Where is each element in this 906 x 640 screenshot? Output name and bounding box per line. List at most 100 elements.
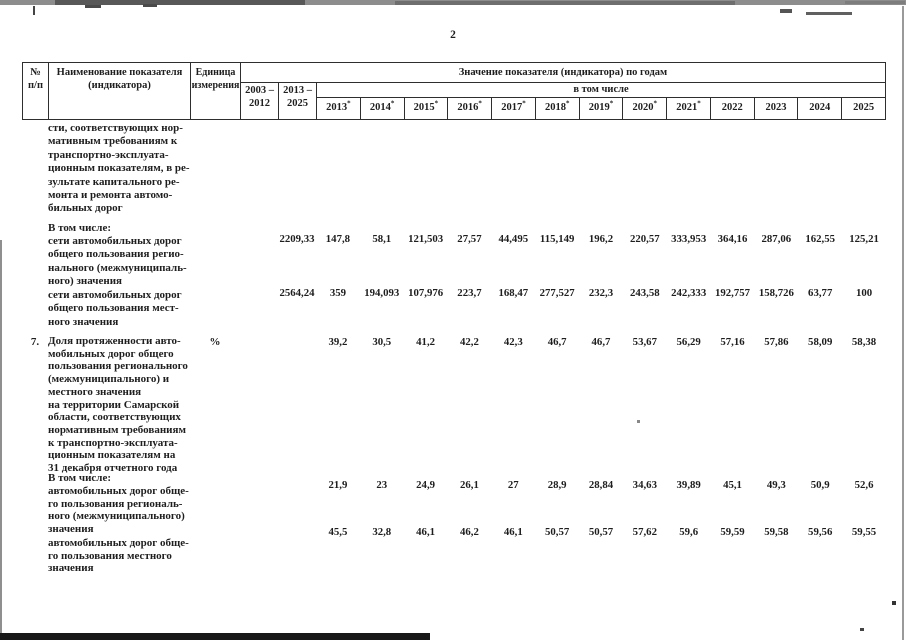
table-row-values: 21,9 23 24,9 26,1 27 28,9 28,84 34,63 39,89 45,1 4… <box>240 479 886 492</box>
scan-artifact-speck <box>892 601 896 605</box>
value-cell-2014: 58,1 <box>372 233 392 245</box>
page-number: 2 <box>450 29 456 41</box>
table-row-values: 2209,33 147,8 58,1 121,503 27,57 44,495 115,14… <box>240 233 886 246</box>
value-cell-2017: 46,1 <box>503 526 523 538</box>
value-cell-2020: 57,62 <box>632 526 657 538</box>
scan-artifact-speck <box>860 628 864 631</box>
scan-artifact-speck <box>637 420 640 423</box>
value-cell-2015: 107,976 <box>408 287 444 299</box>
value-cell-2024: 162,55 <box>805 233 836 245</box>
cell-2013-2025-total <box>278 479 316 492</box>
year-footnote-star: * <box>609 99 614 108</box>
value-cell-2022: 364,16 <box>717 233 748 245</box>
value-cell-2020: 220,57 <box>629 233 660 245</box>
value-cell-2019: 50,57 <box>588 526 614 538</box>
header-col-unit: Единица измерения <box>191 63 241 119</box>
scan-artifact-top-segment <box>395 1 735 5</box>
year-label: 2025 <box>853 102 875 113</box>
scan-artifact-tick <box>806 12 852 15</box>
indicator-name: Доля протяженности авто- мобильных дорог… <box>48 335 188 475</box>
header-year-2015: 2015* <box>405 98 449 119</box>
unit-value: % <box>209 336 221 348</box>
header-year-2021: 2021* <box>667 98 711 119</box>
cell-2013-2025-total: 2564,24 <box>279 287 315 299</box>
scan-artifact-tick <box>143 4 157 7</box>
value-cell-2017: 44,495 <box>498 233 529 245</box>
value-cell-2024: 50,9 <box>810 479 830 491</box>
value-cell-2016: 26,1 <box>460 479 479 491</box>
cell-2013-2025-total <box>278 336 316 349</box>
value-cell-2015: 24,9 <box>416 479 436 491</box>
header-year-2022: 2022 <box>711 98 755 119</box>
table-header: № п/п Наименование показателя (индикатор… <box>22 62 886 120</box>
year-label: 2015 <box>413 102 435 113</box>
year-footnote-star: * <box>390 99 395 108</box>
year-label: 2014 <box>369 102 391 113</box>
header-years-row: 2013* 2014* 2015* 2016* 2017* 2018* 2019* 2020*… <box>317 98 885 119</box>
year-label: 2017 <box>501 102 523 113</box>
value-cell-2024: 59,56 <box>808 526 833 538</box>
value-cell-2025: 100 <box>855 287 873 299</box>
including-label: В том числе: <box>48 472 112 484</box>
year-footnote-star: * <box>347 99 351 108</box>
header-year-2017: 2017* <box>492 98 536 119</box>
value-cell-2014: 32,8 <box>372 526 392 538</box>
year-label: 2022 <box>721 102 743 113</box>
year-footnote-star: * <box>697 99 701 108</box>
value-cell-2013: 147,8 <box>325 233 351 245</box>
value-cell-2014: 194,093 <box>364 287 400 299</box>
value-cell-2021: 39,89 <box>676 479 701 491</box>
sub-row-label: сети автомобильных дорог общего пользова… <box>48 289 182 328</box>
header-year-2014: 2014* <box>361 98 405 119</box>
value-cell-2020: 53,67 <box>632 336 657 348</box>
sub-row-label: сети автомобильных дорог общего пользова… <box>48 235 187 288</box>
value-cell-2023: 158,726 <box>758 287 794 299</box>
year-label: 2018 <box>544 102 566 113</box>
value-cell-2021: 242,333 <box>671 287 707 299</box>
value-cell-2025: 59,55 <box>851 526 877 538</box>
value-cell-2025: 58,38 <box>851 336 877 348</box>
indicator-name-continuation: сти, соответствующих нор- мативным требо… <box>48 122 190 215</box>
value-cell-2022: 57,16 <box>720 336 745 348</box>
value-cell-2022: 45,1 <box>723 479 742 491</box>
row-number: 7. <box>30 336 40 348</box>
value-cell-2018: 115,149 <box>539 233 575 245</box>
value-cell-2017: 27 <box>507 479 519 491</box>
scan-artifact-top-segment <box>55 0 305 5</box>
year-label: 2021 <box>676 102 698 113</box>
value-cell-2020: 34,63 <box>632 479 657 491</box>
scan-artifact-tick <box>85 5 101 8</box>
value-cell-2022: 59,59 <box>720 526 745 538</box>
year-label: 2023 <box>765 102 787 113</box>
value-cell-2016: 42,2 <box>460 336 479 348</box>
value-cell-2013: 359 <box>329 287 347 299</box>
value-cell-2025: 125,21 <box>849 233 879 245</box>
value-cell-2013: 39,2 <box>328 336 348 348</box>
value-cell-2014: 23 <box>376 479 388 491</box>
value-cell-2023: 59,58 <box>764 526 789 538</box>
year-label: 2024 <box>809 102 831 113</box>
year-footnote-star: * <box>522 99 526 108</box>
value-cell-2021: 333,953 <box>671 233 707 245</box>
value-cell-2021: 56,29 <box>676 336 701 348</box>
year-label: 2020 <box>632 102 654 113</box>
year-footnote-star: * <box>653 99 657 108</box>
cell-2003-2012 <box>240 526 278 539</box>
year-label: 2013 <box>326 102 348 113</box>
value-cell-2020: 243,58 <box>629 287 660 299</box>
value-cell-2013: 21,9 <box>328 479 348 491</box>
header-year-2024: 2024 <box>798 98 843 119</box>
header-col-num: № п/п <box>23 63 49 119</box>
value-cell-2016: 223,7 <box>457 287 482 299</box>
value-cell-2015: 46,1 <box>416 526 436 538</box>
header-col-2013-2025: 2013 – 2025 <box>279 83 317 119</box>
scan-artifact-left-edge <box>0 240 2 634</box>
header-year-2025: 2025 <box>842 98 885 119</box>
including-label: В том числе: <box>48 222 112 234</box>
header-year-2020: 2020* <box>623 98 668 119</box>
header-including: в том числе <box>317 83 885 98</box>
year-label: 2016 <box>457 102 479 113</box>
value-cell-2023: 287,06 <box>761 233 792 245</box>
value-cell-2018: 50,57 <box>544 526 570 538</box>
